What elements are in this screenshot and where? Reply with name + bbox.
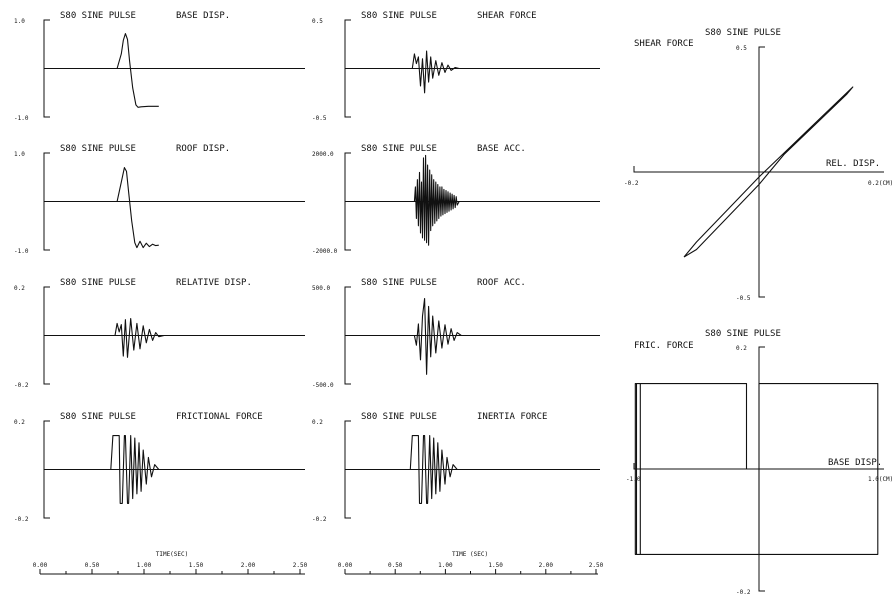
y-max-label: 1.0 — [14, 151, 25, 158]
chart-title: S80 SINE PULSE — [361, 278, 437, 288]
x-axis-right: TIME (SEC) 0.00 0.50 1.00 1.50 2.00 2.50 — [338, 551, 604, 575]
series-line — [44, 167, 159, 249]
series-line — [44, 33, 159, 108]
chart-title: S80 SINE PULSE — [60, 278, 136, 288]
chart-title: S80 SINE PULSE — [705, 329, 781, 339]
chart-subtitle: ROOF DISP. — [176, 144, 230, 154]
x-axis — [633, 166, 884, 173]
series-line — [345, 435, 463, 504]
x-tick-label: 2.00 — [539, 562, 554, 569]
chart-title: S80 SINE PULSE — [60, 144, 136, 154]
y-axis-label: SHEAR FORCE — [634, 39, 694, 49]
y-max-label: 500.0 — [312, 285, 330, 292]
x-max-label: 0.2(CM) — [868, 180, 893, 187]
x-tick-label: 1.50 — [488, 562, 503, 569]
x-tick-label: 1.00 — [137, 562, 152, 569]
panel-2: 1.0 -1.0 S80 SINE PULSE ROOF DISP. — [14, 144, 305, 255]
y-min-label: -0.2 — [14, 382, 29, 389]
x-min-label: -0.2 — [624, 180, 639, 187]
hysteresis-panel-1: S80 SINE PULSE SHEAR FORCE 0.5 -0.5 REL. DIS… — [624, 28, 893, 302]
x-max-label: 1.0(CM) — [868, 476, 893, 483]
series-line — [44, 317, 165, 358]
x-min-label: -1.0 — [626, 476, 641, 483]
series-line — [345, 298, 600, 375]
chart-subtitle: ROOF ACC. — [477, 278, 526, 288]
y-max-label: 0.2 — [14, 285, 25, 292]
x-tick-label: 2.50 — [293, 562, 308, 569]
y-max-label: 0.5 — [736, 45, 747, 52]
y-max-label: 0.2 — [14, 419, 25, 426]
x-tick-label: 0.00 — [338, 562, 353, 569]
panel-3: 0.2 -0.2 S80 SINE PULSE RELATIVE DISP. — [14, 278, 305, 389]
y-max-label: 1.0 — [14, 18, 25, 25]
x-axis-left: TIME(SEC) 0.00 0.50 1.00 1.50 2.00 2.50 — [33, 551, 308, 575]
panel-6: 2000.0 -2000.0 S80 SINE PULSE BASE ACC. — [312, 144, 600, 255]
chart-title: S80 SINE PULSE — [705, 28, 781, 38]
hysteresis-loop — [634, 383, 879, 555]
chart-subtitle: FRICTIONAL FORCE — [176, 412, 263, 422]
y-min-label: -1.0 — [14, 248, 29, 255]
x-tick-label: 2.50 — [589, 562, 604, 569]
chart-title: S80 SINE PULSE — [60, 412, 136, 422]
x-tick-label: 1.50 — [189, 562, 204, 569]
x-axis-label: BASE DISP. — [828, 458, 882, 468]
x-axis — [633, 463, 884, 470]
panel-1: 1.0 -1.0 S80 SINE PULSE BASE DISP. — [14, 11, 305, 122]
y-min-label: -0.2 — [312, 516, 327, 523]
x-tick-label: 0.50 — [388, 562, 403, 569]
series-line — [345, 154, 600, 246]
x-tick-label: 1.00 — [438, 562, 453, 569]
y-min-label: -0.2 — [14, 516, 29, 523]
chart-title: S80 SINE PULSE — [60, 11, 136, 21]
y-min-label: -500.0 — [312, 382, 334, 389]
chart-title: S80 SINE PULSE — [361, 412, 437, 422]
x-axis-title: TIME (SEC) — [452, 551, 488, 558]
y-max-label: 0.2 — [736, 345, 747, 352]
panel-5: 0.5 -0.5 S80 SINE PULSE SHEAR FORCE — [312, 11, 600, 122]
x-tick-label: 0.50 — [85, 562, 100, 569]
chart-subtitle: BASE DISP. — [176, 11, 230, 21]
x-axis-title: TIME(SEC) — [156, 551, 189, 558]
hysteresis-panels: S80 SINE PULSE SHEAR FORCE 0.5 -0.5 REL. DIS… — [624, 28, 893, 595]
y-max-label: 0.2 — [312, 419, 323, 426]
y-min-label: -0.2 — [736, 589, 751, 595]
y-max-label: 2000.0 — [312, 151, 334, 158]
y-max-label: 0.5 — [312, 18, 323, 25]
chart-title: S80 SINE PULSE — [361, 11, 437, 21]
chart-subtitle: INERTIA FORCE — [477, 412, 547, 422]
series-line — [345, 50, 460, 94]
series-line — [44, 435, 165, 504]
y-axis — [758, 46, 765, 298]
chart-subtitle: RELATIVE DISP. — [176, 278, 252, 288]
chart-subtitle: SHEAR FORCE — [477, 11, 537, 21]
chart-subtitle: BASE ACC. — [477, 144, 526, 154]
y-axis-label: FRIC. FORCE — [634, 341, 694, 351]
hysteresis-loop — [683, 86, 854, 258]
x-axis-label: REL. DISP. — [826, 159, 880, 169]
panel-7: 500.0 -500.0 S80 SINE PULSE ROOF ACC. — [312, 278, 600, 389]
panel-4: 0.2 -0.2 S80 SINE PULSE FRICTIONAL FORCE — [14, 412, 305, 523]
panel-8: 0.2 -0.2 S80 SINE PULSE INERTIA FORCE — [312, 412, 600, 523]
y-min-label: -0.5 — [736, 295, 751, 302]
hysteresis-panel-2: S80 SINE PULSE FRIC. FORCE 0.2 -0.2 BASE DIS… — [626, 329, 893, 595]
chart-title: S80 SINE PULSE — [361, 144, 437, 154]
x-tick-label: 2.00 — [241, 562, 256, 569]
y-min-label: -2000.0 — [312, 248, 338, 255]
y-min-label: -0.5 — [312, 115, 327, 122]
y-min-label: -1.0 — [14, 115, 29, 122]
time-history-panels: 1.0 -1.0 S80 SINE PULSE BASE DISP. 1.0 -1.0 S8… — [14, 11, 600, 523]
x-tick-label: 0.00 — [33, 562, 48, 569]
